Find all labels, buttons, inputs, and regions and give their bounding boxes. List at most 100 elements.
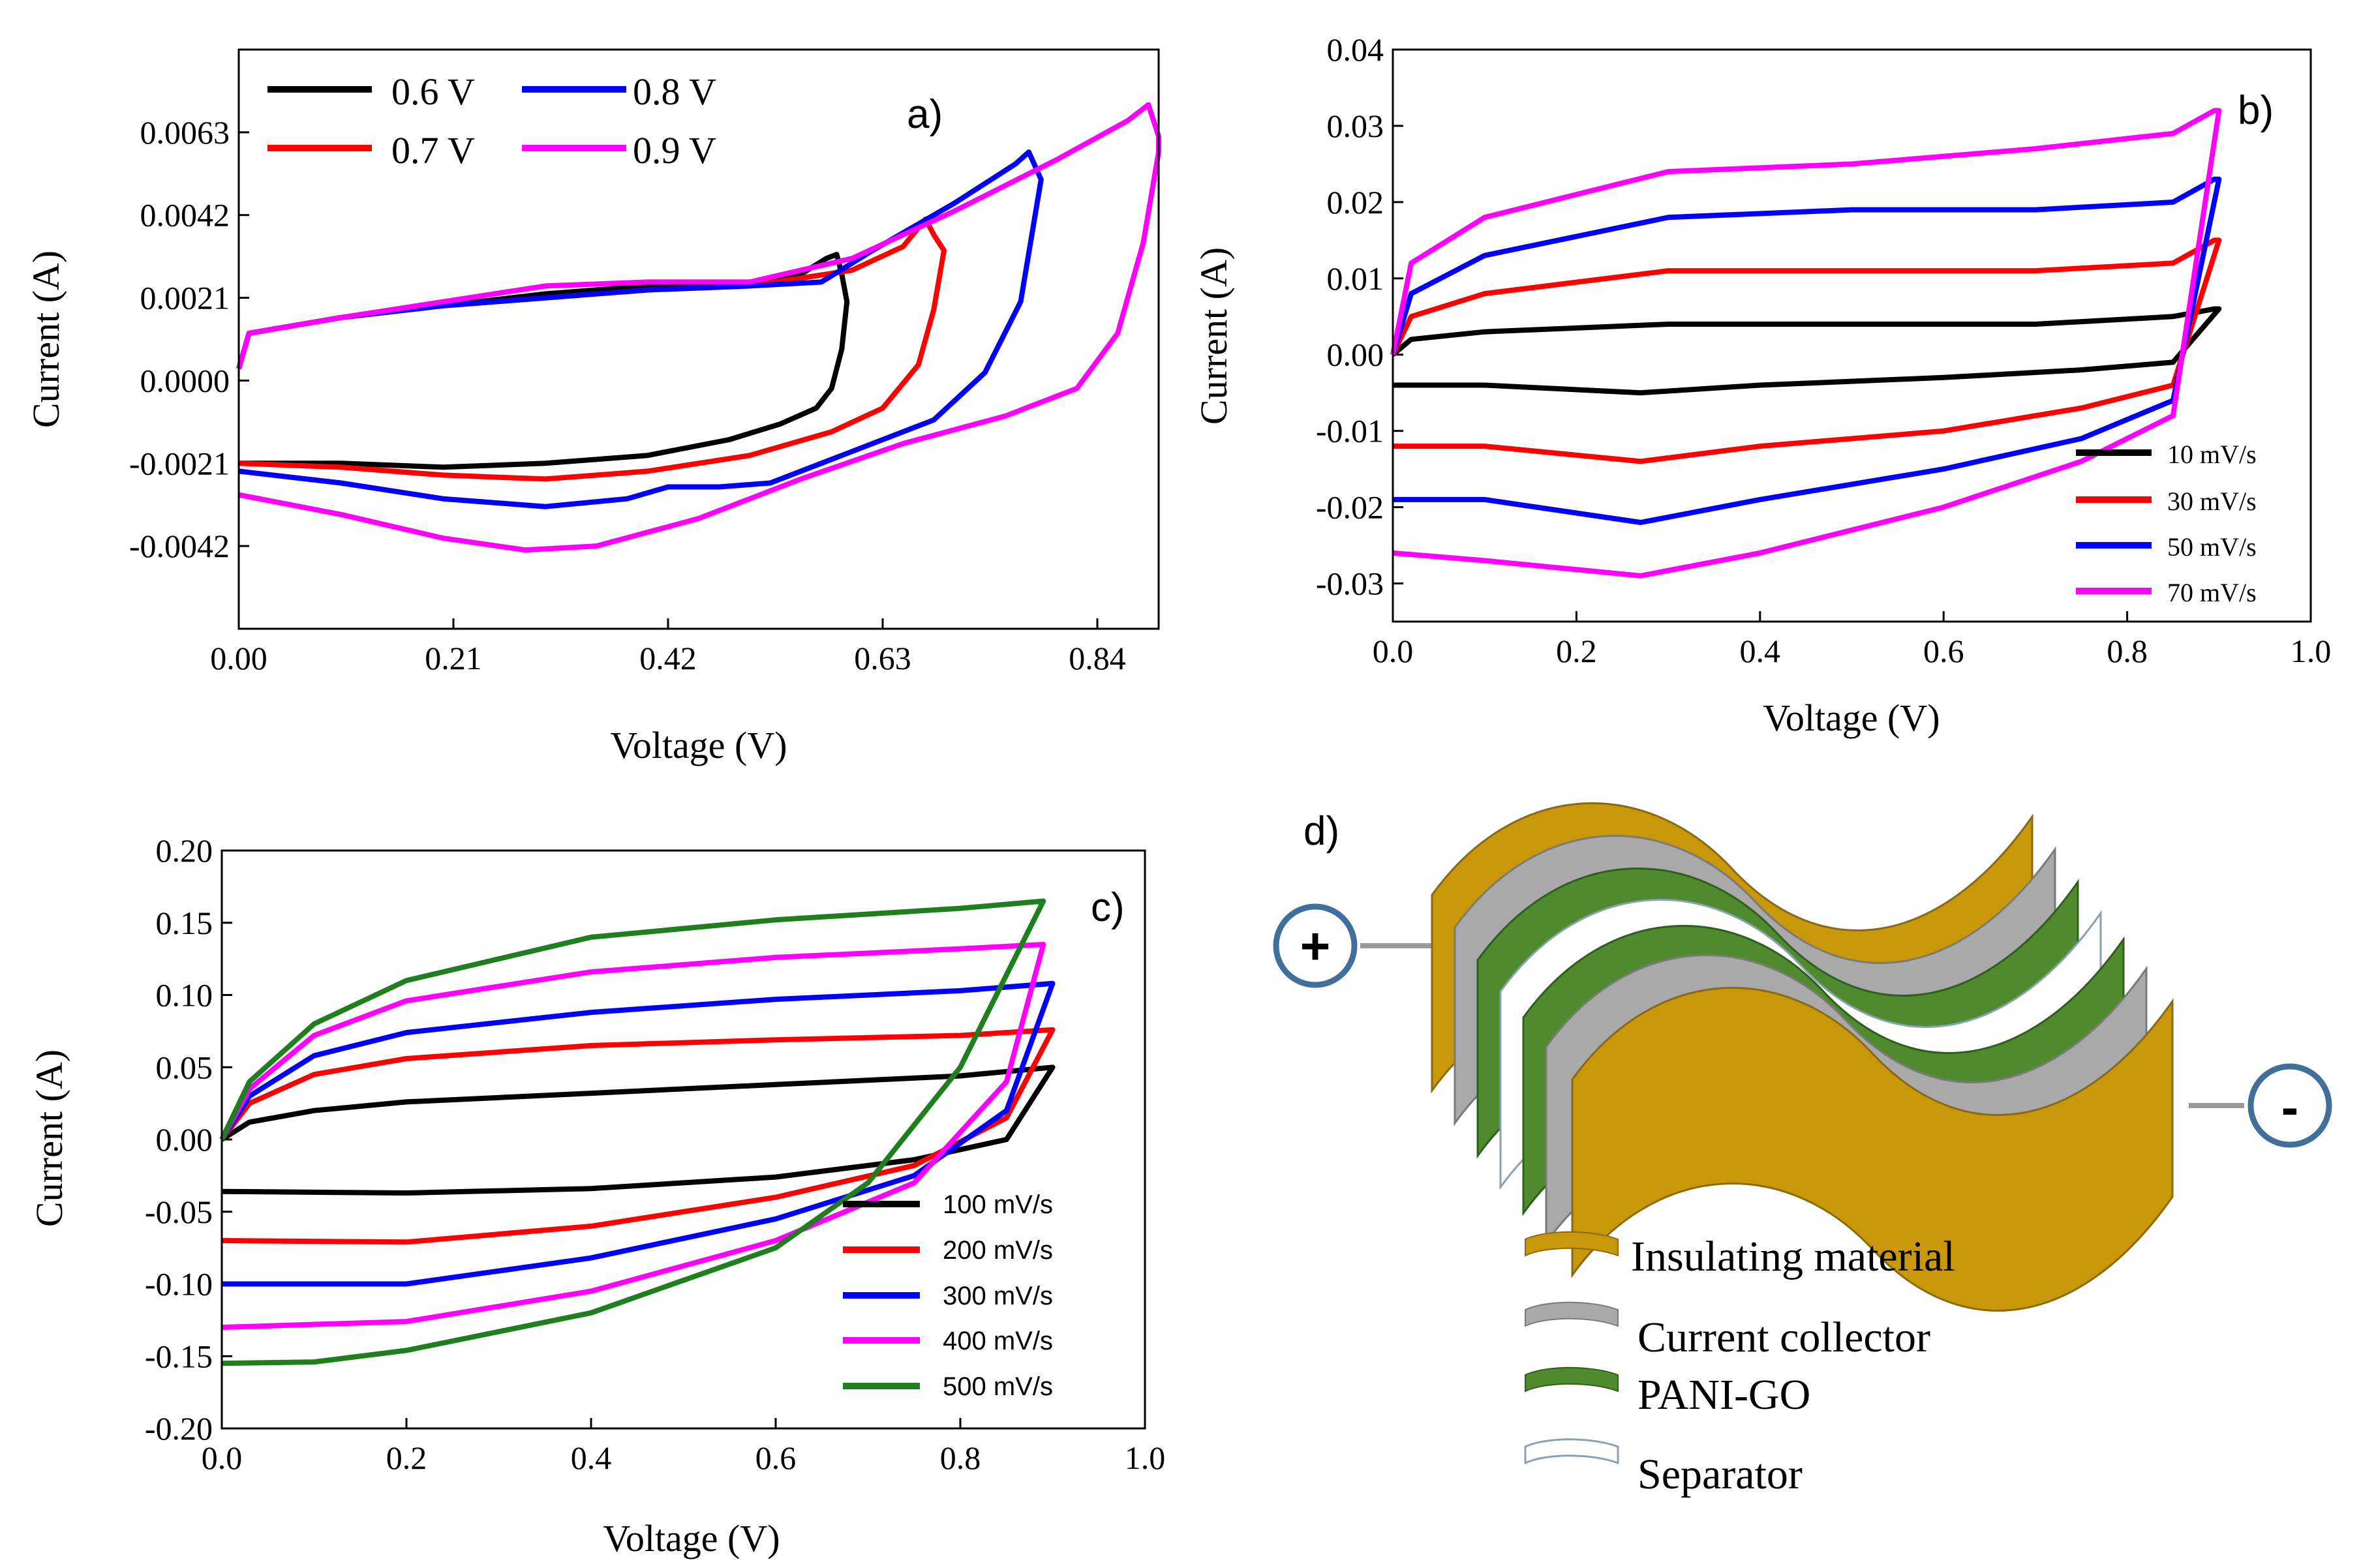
panel-d-schematic: d) + - Insulating material Current colle… [1273,802,2332,1498]
x-tick-label-a-1: 0.21 [425,640,482,676]
x-tick-label-a-2: 0.42 [639,640,697,676]
legend-swatch-pani-go [1525,1366,1619,1393]
cv-curve-b-30-mv-s [1390,237,2222,464]
y-tick-label-a-4: 0.0042 [140,197,230,234]
y-tick-label-b-2: -0.01 [1316,413,1384,449]
y-tick-label-c-2: -0.10 [145,1266,213,1303]
legend-label-100mvs: 100 mV/s [943,1190,1053,1219]
positive-terminal-symbol: + [1300,917,1331,975]
y-tick-label-c-1: -0.15 [145,1338,213,1374]
cv-curve-c-500-mv-s [219,898,1046,1366]
legend-label-0-6v: 0.6 V [391,70,475,113]
x-axis-label-b: Voltage (V) [1763,697,1940,739]
x-tick-label-c-1: 0.2 [386,1440,427,1476]
cv-curve-c-100-mv-s [220,1064,1056,1196]
x-tick-label-c-4: 0.8 [940,1440,981,1476]
x-tick-label-c-0: 0.0 [202,1440,243,1476]
y-tick-label-c-0: -0.20 [145,1410,213,1447]
y-tick-label-b-7: 0.04 [1327,31,1384,68]
cv-curve-b-70-mv-s [1390,108,2222,579]
legend-label-50mvs: 50 mV/s [2167,532,2257,562]
x-tick-label-a-0: 0.00 [210,640,267,676]
legend-label-30mvs: 30 mV/s [2167,487,2257,516]
x-axis-label-c: Voltage (V) [603,1517,780,1560]
legend-label-separator: Separator [1637,1451,1803,1498]
x-tick-label-a-3: 0.63 [854,640,911,676]
legend-label-0-7v: 0.7 V [391,129,475,172]
y-axis-label-a: Current (A) [25,250,67,428]
cv-curve-c-300-mv-s [219,980,1056,1287]
cv-curve-b-10-mv-s [1391,306,2222,396]
cv-curve-c-400-mv-s [219,942,1046,1330]
panel-label-a: a) [907,92,943,137]
y-tick-label-c-7: 0.15 [156,905,213,941]
y-tick-label-b-4: 0.01 [1327,260,1384,297]
y-tick-label-c-8: 0.20 [156,832,213,869]
schematic-legend: Insulating material Current collector PA… [1524,1231,1955,1498]
legend-label-300mvs: 300 mV/s [943,1282,1053,1310]
cv-curve-c-200-mv-s [219,1027,1056,1245]
plot-frame-b [1392,48,2312,623]
panel-b: 0.0 0.2 0.4 0.6 0.8 1.0 -0.03 -0.02 -0.01 0.00 0.0… [1193,31,2331,739]
y-tick-label-a-3: 0.0021 [140,280,230,316]
y-tick-label-a-2: 0.0000 [140,362,230,399]
plot-area-b [1390,108,2222,579]
x-tick-label-b-0: 0.0 [1373,633,1414,669]
legend-label-pani-go: PANI-GO [1637,1371,1810,1419]
legend-c: 100 mV/s 200 mV/s 300 mV/s 400 mV/s 500 … [843,1190,1053,1401]
y-tick-label-a-5: 0.0063 [140,114,230,151]
y-tick-label-b-0: -0.03 [1316,565,1384,602]
y-tick-label-a-1: -0.0021 [129,445,230,481]
legend-label-500mvs: 500 mV/s [943,1372,1053,1401]
panel-label-b: b) [2238,88,2274,133]
legend-a: 0.6 V 0.7 V 0.8 V 0.9 V [267,70,716,172]
legend-swatch-insulating [1525,1231,1619,1257]
legend-label-current-collector: Current collector [1637,1314,1930,1361]
x-tick-label-c-3: 0.6 [755,1440,797,1476]
legend-label-0-8v: 0.8 V [633,70,716,113]
negative-terminal-symbol: - [2281,1078,2299,1136]
y-tick-label-b-3: 0.00 [1327,337,1384,373]
plot-frame-a [237,48,1160,630]
y-axis-label-b: Current (A) [1193,247,1235,425]
y-axis-label-c: Current (A) [28,1049,70,1227]
y-tick-label-b-5: 0.02 [1327,184,1384,220]
axis-ticks-b: 0.0 0.2 0.4 0.6 0.8 1.0 -0.03 -0.02 -0.01 0.00 0.0… [1316,31,2331,669]
x-tick-label-c-2: 0.4 [571,1440,612,1476]
cv-curve-a-0-8-v [236,149,1044,509]
cv-curve-b-50-mv-s [1390,176,2222,525]
x-tick-label-b-1: 0.2 [1556,633,1597,669]
legend-swatch-current-collector [1525,1301,1619,1327]
legend-label-70mvs: 70 mV/s [2167,578,2257,607]
x-tick-label-b-2: 0.4 [1740,633,1781,669]
legend-label-200mvs: 200 mV/s [943,1236,1053,1265]
axis-ticks-c: 0.0 0.2 0.4 0.6 0.8 1.0 -0.20 -0.15 -0.10 -0.05 0.… [145,832,1165,1476]
x-tick-label-b-5: 1.0 [2291,633,2332,669]
x-axis-label-a: Voltage (V) [610,724,787,766]
panel-label-d: d) [1303,809,1339,854]
plot-area-c [219,898,1056,1366]
x-tick-label-c-5: 1.0 [1125,1440,1166,1476]
legend-label-0-9v: 0.9 V [633,129,716,172]
panel-a: 0.00 0.21 0.42 0.63 0.84 -0.0042 -0.0021 0.0000… [25,48,1161,766]
legend-label-insulating: Insulating material [1631,1233,1955,1280]
x-tick-label-b-3: 0.6 [1923,633,1964,669]
legend-label-400mvs: 400 mV/s [943,1327,1053,1355]
axis-ticks-a: 0.00 0.21 0.42 0.63 0.84 -0.0042 -0.0021 0.0000… [129,114,1126,676]
y-tick-label-c-4: 0.00 [156,1121,213,1158]
y-tick-label-c-3: -0.05 [145,1194,213,1230]
panel-label-c: c) [1091,885,1125,930]
positive-terminal-icon [1273,903,1358,988]
y-tick-label-c-5: 0.05 [156,1049,213,1085]
x-tick-label-b-4: 0.8 [2107,633,2148,669]
y-tick-label-c-6: 0.10 [156,977,213,1014]
panel-c: 0.0 0.2 0.4 0.6 0.8 1.0 -0.20 -0.15 -0.10 -0.05 0.… [28,832,1165,1560]
y-tick-label-a-0: -0.0042 [129,528,230,564]
legend-swatch-separator [1524,1438,1619,1465]
legend-label-10mvs: 10 mV/s [2167,440,2257,469]
y-tick-label-b-6: 0.03 [1327,108,1384,144]
y-tick-label-b-1: -0.02 [1316,489,1384,526]
legend-b: 10 mV/s 30 mV/s 50 mV/s 70 mV/s [2076,440,2257,607]
negative-terminal-icon [2247,1063,2332,1148]
